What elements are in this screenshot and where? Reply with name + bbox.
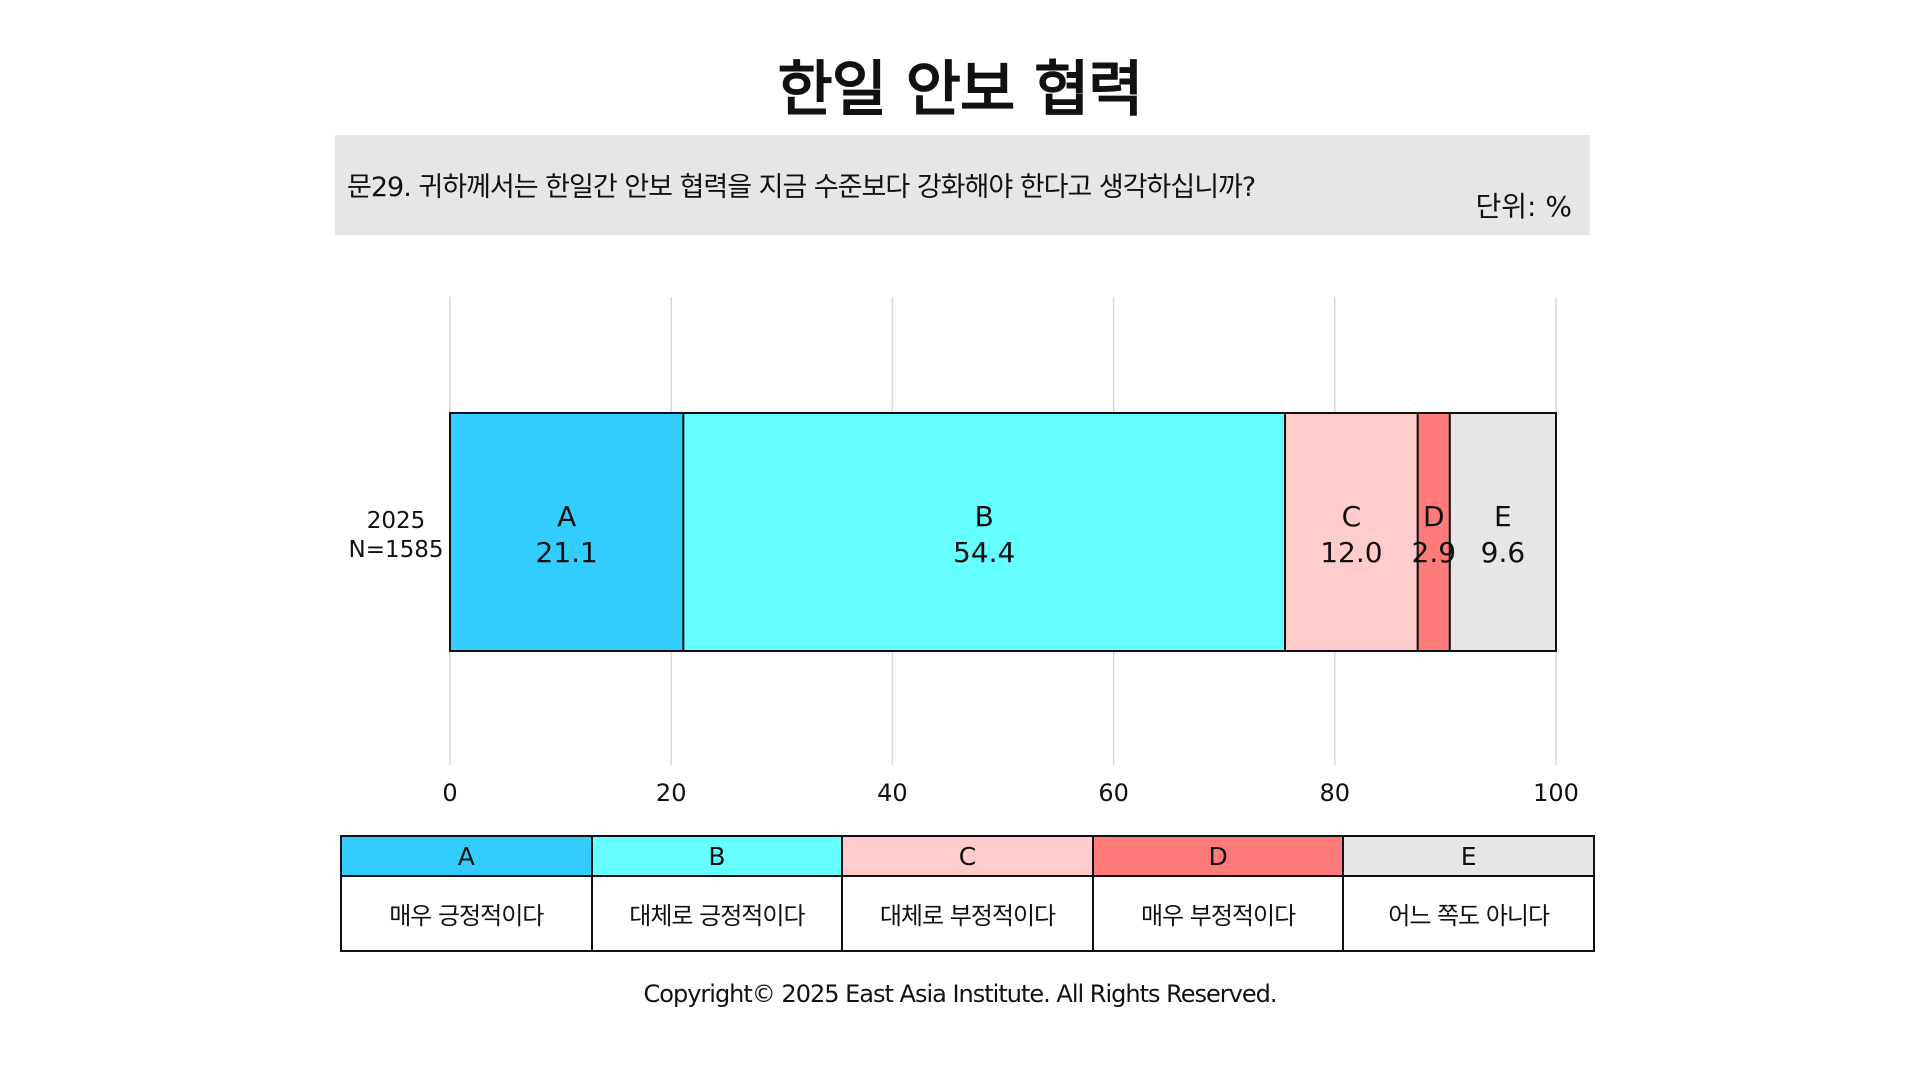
legend-key-e: E xyxy=(1342,835,1595,877)
bar-segment-a xyxy=(449,412,685,652)
bar-segment-d xyxy=(1416,412,1451,652)
legend-key-b: B xyxy=(590,835,844,877)
segment-name-label: E xyxy=(1494,500,1512,533)
segment-value-label: 2.9 xyxy=(1412,536,1457,569)
segment-value-label: 54.4 xyxy=(953,536,1015,569)
stacked-bar-chart: A21.1 B54.4 C12.0 D2.9 E9.6 0 20 40 60 80 100 202… xyxy=(348,297,1579,807)
x-tick-label: 60 xyxy=(1098,779,1129,807)
segment-name-label: C xyxy=(1342,500,1362,533)
legend-key-d: D xyxy=(1091,835,1345,877)
x-tick-label: 0 xyxy=(442,779,457,807)
segment-value-label: 12.0 xyxy=(1320,536,1382,569)
unit-label: 단위: % xyxy=(1475,190,1572,223)
x-tick-label: 40 xyxy=(877,779,908,807)
category-label: 2025 xyxy=(367,508,426,534)
segment-value-label: 21.1 xyxy=(536,536,598,569)
segment-name-label: A xyxy=(557,500,576,533)
legend-description: 매우 긍정적이다 xyxy=(340,875,593,952)
question-text: 문29. 귀하께서는 한일간 안보 협력을 지금 수준보다 강화해야 한다고 생… xyxy=(347,172,1256,203)
legend-key-c: C xyxy=(841,835,1094,877)
x-tick-label: 80 xyxy=(1320,779,1351,807)
legend-description: 어느 쪽도 아니다 xyxy=(1342,875,1595,952)
y-axis-categories: 2025 N=1585 xyxy=(348,508,443,563)
category-label: N=1585 xyxy=(348,537,443,563)
legend-key-a: A xyxy=(340,835,593,877)
bar-segment-c xyxy=(1284,412,1419,652)
data-labels: A21.1 B54.4 C12.0 D2.9 E9.6 xyxy=(536,500,1526,569)
segment-value-label: 9.6 xyxy=(1481,536,1526,569)
bar-segment-b xyxy=(682,412,1287,652)
x-tick-label: 100 xyxy=(1533,779,1579,807)
legend-description-row: 매우 긍정적이다 대체로 긍정적이다 대체로 부정적이다 매우 부정적이다 어느 쪽도 … xyxy=(340,875,1595,952)
legend-description: 대체로 부정적이다 xyxy=(841,875,1094,952)
x-axis-ticks: 0 20 40 60 80 100 xyxy=(442,779,1579,807)
copyright-notice: Copyright© 2025 East Asia Institute. All… xyxy=(643,980,1278,1008)
legend-description: 대체로 긍정적이다 xyxy=(590,875,844,952)
bar-segments xyxy=(449,412,1557,652)
segment-name-label: B xyxy=(975,500,994,533)
x-tick-label: 20 xyxy=(656,779,687,807)
segment-name-label: D xyxy=(1423,500,1445,533)
bar-segment-e xyxy=(1448,412,1557,652)
chart-title: 한일 안보 협력 xyxy=(777,55,1144,125)
legend-description: 매우 부정적이다 xyxy=(1091,875,1345,952)
question-box: 문29. 귀하께서는 한일간 안보 협력을 지금 수준보다 강화해야 한다고 생… xyxy=(335,135,1590,235)
